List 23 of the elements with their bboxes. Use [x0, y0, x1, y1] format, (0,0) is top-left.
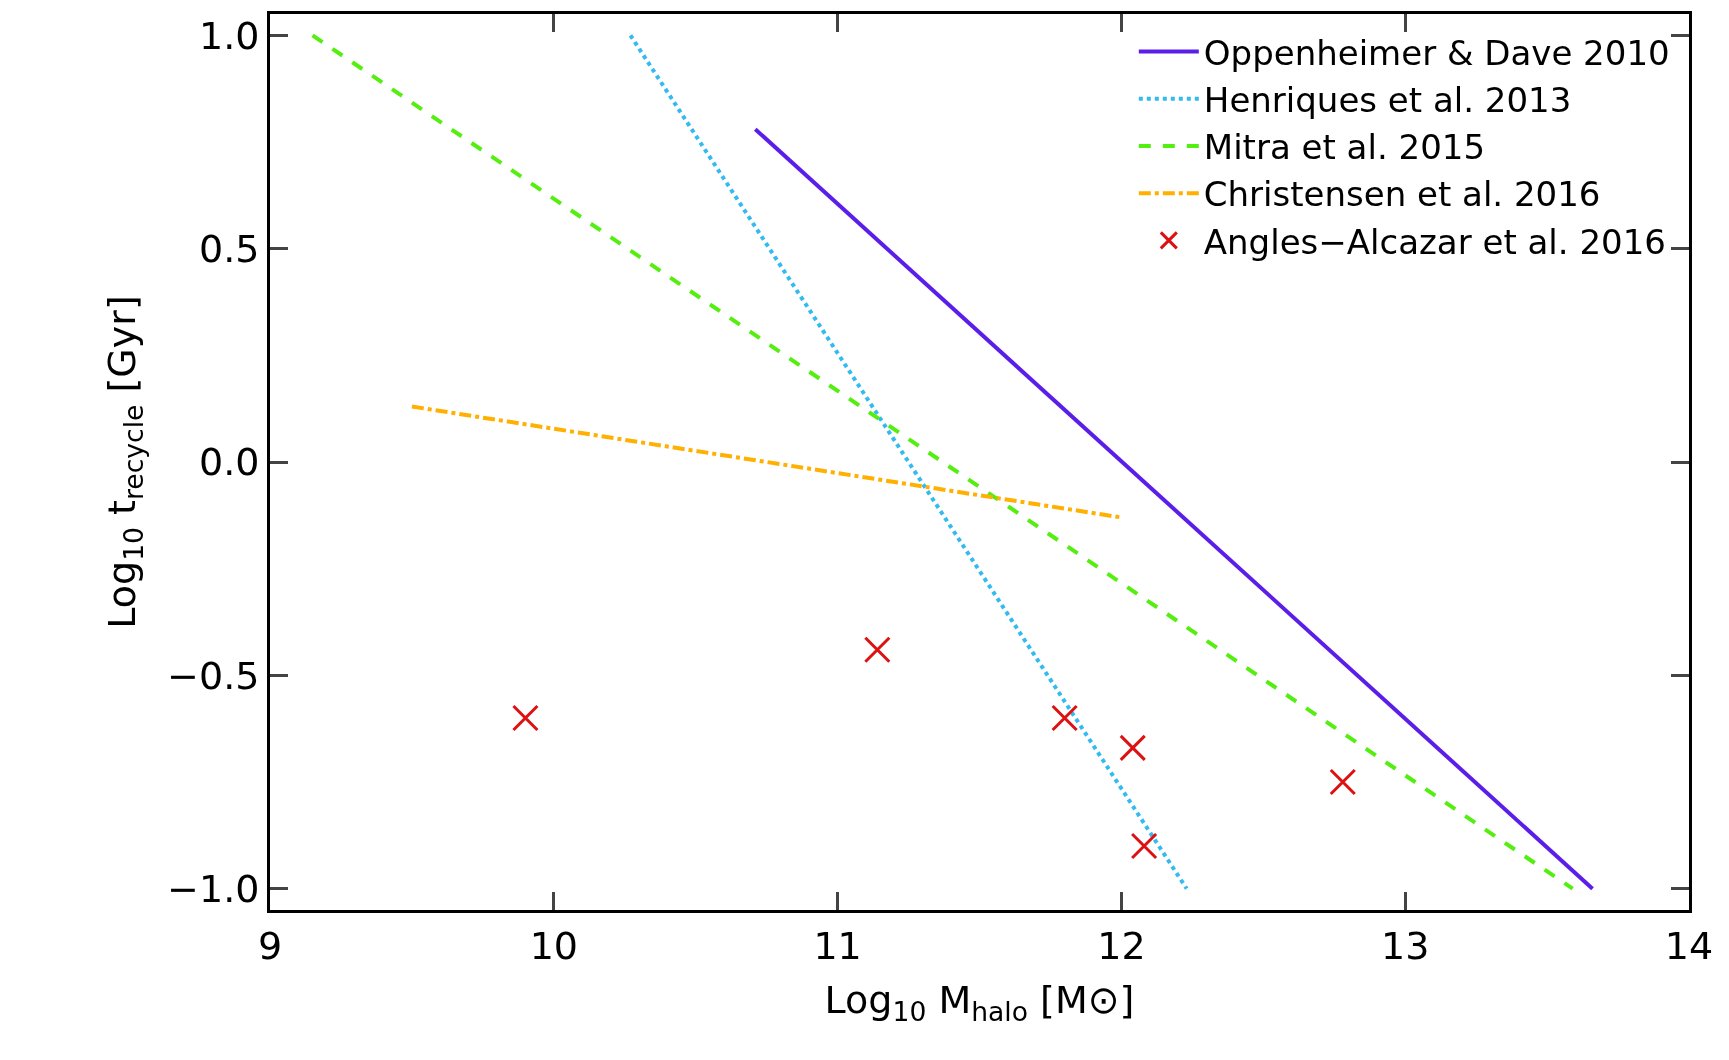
- x-tick-label: 11: [813, 923, 862, 968]
- y-tick-label: 1.0: [198, 13, 260, 58]
- legend-label: Angles−Alcazar et al. 2016: [1203, 221, 1666, 262]
- point: [863, 636, 891, 664]
- x-axis-title: Log$_{10}$ M$_{halo}$ [M⊙]: [824, 977, 1135, 1027]
- legend-label: Oppenheimer & Dave 2010: [1203, 32, 1670, 73]
- y-tick-label: 0.0: [198, 440, 260, 485]
- legend-label: Mitra et al. 2015: [1203, 127, 1486, 168]
- legend-label: Henriques et al. 2013: [1203, 80, 1572, 121]
- point: [1051, 704, 1079, 732]
- point: [1130, 832, 1158, 860]
- x-tick-label: 10: [529, 923, 578, 968]
- point: [1329, 768, 1357, 796]
- x-tick-label: 9: [257, 923, 283, 968]
- y-tick-label: 0.5: [198, 226, 260, 271]
- x-tick-label: 12: [1097, 923, 1146, 968]
- legend-label: Christensen et al. 2016: [1203, 174, 1601, 215]
- point: [511, 704, 539, 732]
- y-tick-label: −0.5: [167, 653, 260, 698]
- x-tick-label: 13: [1381, 923, 1430, 968]
- x-tick-label: 14: [1664, 923, 1714, 968]
- y-tick-label: −1.0: [167, 866, 260, 911]
- point: [1119, 734, 1147, 762]
